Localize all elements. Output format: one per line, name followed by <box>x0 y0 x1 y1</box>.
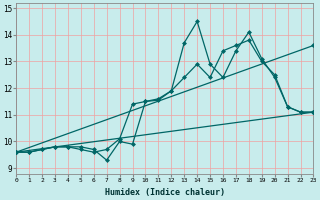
X-axis label: Humidex (Indice chaleur): Humidex (Indice chaleur) <box>105 188 225 197</box>
